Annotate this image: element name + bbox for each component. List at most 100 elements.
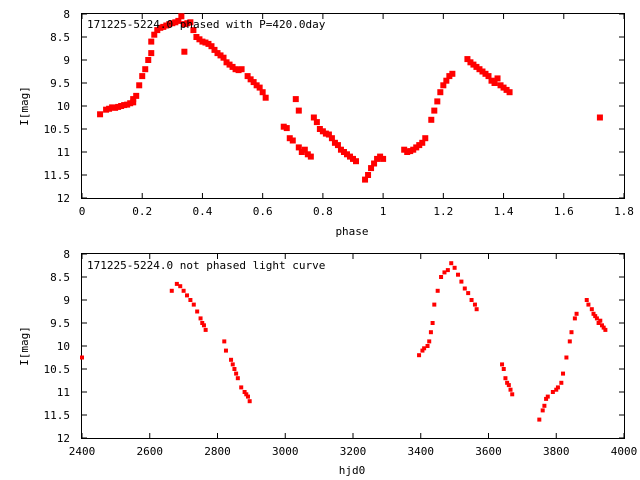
phased-data-point xyxy=(214,50,221,57)
phased-data-point xyxy=(446,73,453,80)
raw-data-point xyxy=(506,383,511,388)
phased-data-point xyxy=(142,66,149,73)
phased-data-point xyxy=(328,135,335,142)
phased-ytick-label: 11.5 xyxy=(44,169,71,182)
raw-data-point xyxy=(232,367,237,371)
raw-ticks: 2400 2600 2800 3000 3200 3400 3600 3800 4000 8 8.5… xyxy=(44,248,638,458)
phased-data-point xyxy=(413,144,420,151)
phased-data-point xyxy=(97,111,104,118)
phased-ytick-label: 8 xyxy=(63,8,70,21)
raw-data-point xyxy=(442,270,447,275)
raw-data-point xyxy=(569,330,574,335)
phased-ytick-label: 11 xyxy=(57,146,70,159)
raw-data-point xyxy=(574,311,579,316)
raw-data-point xyxy=(593,314,598,319)
phased-data-point xyxy=(163,22,170,29)
raw-data-point xyxy=(417,353,422,358)
phased-data-point xyxy=(497,82,504,89)
raw-ytick-label: 9.5 xyxy=(50,317,70,330)
phased-data-point xyxy=(175,17,182,24)
phased-data-point xyxy=(190,27,197,34)
raw-data-point xyxy=(598,318,603,323)
raw-data-point xyxy=(462,286,467,291)
raw-data-point xyxy=(554,387,559,392)
raw-ylabel: I[mag] xyxy=(18,326,31,366)
phased-ytick-label: 10 xyxy=(57,100,70,113)
raw-data-point xyxy=(510,392,515,397)
phased-data-point xyxy=(295,107,302,114)
raw-data-point xyxy=(555,385,560,390)
phased-xtick-label: 1.8 xyxy=(614,205,634,218)
raw-data-point xyxy=(542,403,547,408)
phased-data-point xyxy=(136,82,143,89)
raw-ytick-label: 10 xyxy=(57,340,70,353)
phased-data-point xyxy=(151,31,158,38)
phased-data-point xyxy=(262,94,269,101)
raw-xlabel: hjd0 xyxy=(339,464,366,477)
phased-data-point xyxy=(253,82,260,89)
phased-data-point xyxy=(353,158,360,165)
raw-ytick-label: 8.5 xyxy=(50,271,70,284)
phased-ytick-label: 8.5 xyxy=(50,31,70,44)
raw-data-point xyxy=(472,302,477,307)
raw-data-point xyxy=(244,392,249,397)
phased-data-point xyxy=(485,73,492,80)
phased-data-point xyxy=(473,63,480,70)
raw-data-point xyxy=(195,309,200,314)
raw-panel: 2400 2600 2800 3000 3200 3400 3600 3800 4000 8 8.5… xyxy=(18,248,637,477)
phased-data-point xyxy=(334,142,341,149)
phased-data-point xyxy=(139,73,146,80)
raw-data-point xyxy=(222,339,227,344)
raw-data-point xyxy=(428,330,433,335)
phased-data-point xyxy=(130,99,137,106)
phased-data-point xyxy=(283,125,290,132)
raw-data-point xyxy=(594,316,599,321)
phased-data-point xyxy=(331,139,338,146)
raw-data-point xyxy=(550,390,555,394)
raw-data-point xyxy=(466,291,471,296)
raw-data-point xyxy=(452,265,457,270)
raw-data-point xyxy=(203,327,208,332)
raw-data-point xyxy=(572,316,577,321)
phased-data-point xyxy=(491,80,498,86)
phased-ylabel: I[mag] xyxy=(18,86,31,126)
phased-data-point xyxy=(115,103,122,110)
phased-data-point xyxy=(365,172,372,178)
raw-data-point xyxy=(188,298,193,302)
raw-data-point xyxy=(589,307,594,312)
phased-data-point xyxy=(301,146,308,153)
raw-xtick-label: 2600 xyxy=(137,445,164,458)
raw-data-point xyxy=(422,346,427,351)
phased-data-point xyxy=(325,131,332,138)
raw-data-point xyxy=(235,376,240,381)
raw-data-point xyxy=(449,261,454,266)
phased-data-point xyxy=(500,84,507,91)
phased-data-point xyxy=(404,149,411,155)
raw-data-point xyxy=(425,344,430,348)
raw-data-point xyxy=(469,298,474,302)
raw-data-point xyxy=(561,371,566,376)
raw-data-point xyxy=(586,302,591,307)
raw-data-point xyxy=(603,327,608,332)
phased-data-point xyxy=(316,126,323,132)
raw-data-point xyxy=(459,279,464,284)
raw-data-point xyxy=(169,288,174,293)
raw-ytick-label: 8 xyxy=(63,248,70,261)
raw-ytick-label: 9 xyxy=(63,294,70,307)
phased-data-point xyxy=(229,63,236,70)
raw-data-point xyxy=(501,367,506,371)
phased-data-point xyxy=(109,104,116,111)
raw-data-point xyxy=(500,362,505,367)
phased-data-point xyxy=(319,128,326,135)
phased-data-point xyxy=(133,92,140,99)
phased-data-point xyxy=(118,103,125,109)
raw-data-point xyxy=(456,272,461,277)
phased-data-point xyxy=(307,153,314,160)
raw-xtick-label: 2800 xyxy=(204,445,231,458)
phased-data-point xyxy=(340,149,347,155)
raw-data-point xyxy=(427,339,432,344)
phased-data-point xyxy=(368,165,375,172)
phased-data-point xyxy=(130,96,137,103)
phased-data-point xyxy=(181,48,188,55)
phased-data-point xyxy=(124,101,131,108)
